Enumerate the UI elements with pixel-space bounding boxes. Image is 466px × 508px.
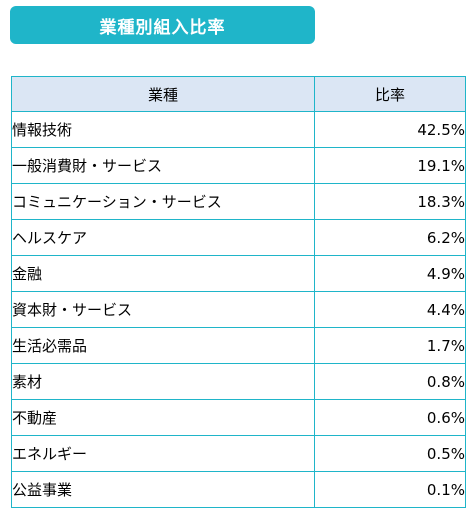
ratio-cell: 4.4% [314,291,466,328]
table-header-row: 業種 比率 [11,76,466,112]
ratio-cell: 42.5% [314,111,466,148]
table-row: 情報技術 42.5% [11,111,466,148]
ratio-cell: 0.8% [314,363,466,400]
ratio-cell: 6.2% [314,219,466,256]
header-sector: 業種 [11,76,315,112]
sector-cell: 生活必需品 [11,327,315,364]
sector-cell: 素材 [11,363,315,400]
table-row: コミュニケーション・サービス 18.3% [11,183,466,220]
ratio-cell: 18.3% [314,183,466,220]
sector-allocation-table: 業種 比率 情報技術 42.5% 一般消費財・サービス 19.1% コミュニケー… [11,76,466,508]
table-row: 生活必需品 1.7% [11,327,466,364]
table-row: エネルギー 0.5% [11,435,466,472]
page-title: 業種別組入比率 [99,17,226,38]
ratio-cell: 4.9% [314,255,466,292]
title-banner: 業種別組入比率 [10,6,315,44]
table-row: 金融 4.9% [11,255,466,292]
ratio-cell: 0.5% [314,435,466,472]
ratio-cell: 0.6% [314,399,466,436]
ratio-cell: 0.1% [314,471,466,508]
sector-cell: 一般消費財・サービス [11,147,315,184]
sector-cell: 不動産 [11,399,315,436]
table-row: 資本財・サービス 4.4% [11,291,466,328]
sector-cell: 公益事業 [11,471,315,508]
table-row: 素材 0.8% [11,363,466,400]
sector-cell: 資本財・サービス [11,291,315,328]
sector-cell: 情報技術 [11,111,315,148]
sector-cell: エネルギー [11,435,315,472]
table-row: 不動産 0.6% [11,399,466,436]
ratio-cell: 1.7% [314,327,466,364]
table-row: 一般消費財・サービス 19.1% [11,147,466,184]
sector-cell: 金融 [11,255,315,292]
sector-cell: コミュニケーション・サービス [11,183,315,220]
table-row: ヘルスケア 6.2% [11,219,466,256]
ratio-cell: 19.1% [314,147,466,184]
header-ratio: 比率 [314,76,466,112]
table-row: 公益事業 0.1% [11,471,466,508]
sector-cell: ヘルスケア [11,219,315,256]
